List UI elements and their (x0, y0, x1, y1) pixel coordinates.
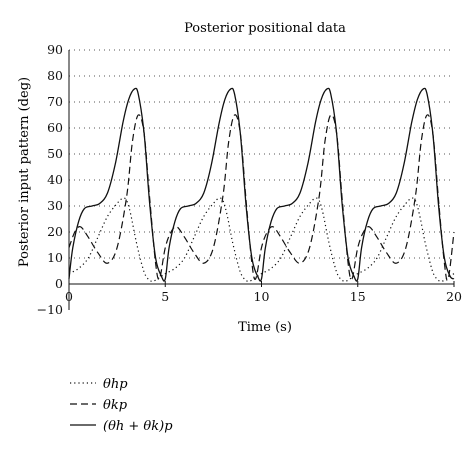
y-tick-label: −10 (37, 302, 63, 317)
y-tick-label: 40 (47, 172, 63, 187)
y-ticks: −10 0 10 20 30 40 50 60 70 80 90 (37, 42, 63, 317)
x-tick-label: 10 (254, 289, 270, 304)
legend-label: θhp (103, 377, 128, 392)
x-tick-label: 0 (65, 289, 73, 304)
y-tick-label: 60 (47, 120, 63, 135)
y-axis-label: Posterior input pattern (deg) (17, 77, 32, 267)
grid (69, 49, 454, 259)
x-ticks: 0 5 10 15 20 (65, 281, 462, 304)
legend: θhp θkp (θh + θk)p (70, 377, 173, 434)
series-line-solid (68, 87, 455, 282)
series-lines (68, 87, 455, 283)
legend-label: (θh + θk)p (103, 419, 173, 434)
y-tick-label: 70 (47, 94, 63, 109)
series-line-dotted (68, 197, 455, 283)
x-tick-label: 5 (161, 289, 169, 304)
y-tick-label: 20 (47, 224, 63, 239)
x-tick-label: 20 (446, 289, 462, 304)
series-line-dashed (68, 114, 455, 281)
y-tick-label: 10 (47, 250, 63, 265)
axes (68, 50, 454, 310)
y-tick-label: 50 (47, 146, 63, 161)
y-tick-label: 30 (47, 198, 63, 213)
x-tick-label: 15 (350, 289, 366, 304)
y-tick-label: 0 (55, 276, 63, 291)
legend-label: θkp (103, 398, 128, 413)
x-axis-label: Time (s) (238, 320, 292, 335)
y-tick-label: 90 (47, 42, 63, 57)
y-tick-label: 80 (47, 68, 63, 83)
chart-title: Posterior positional data (184, 21, 346, 36)
